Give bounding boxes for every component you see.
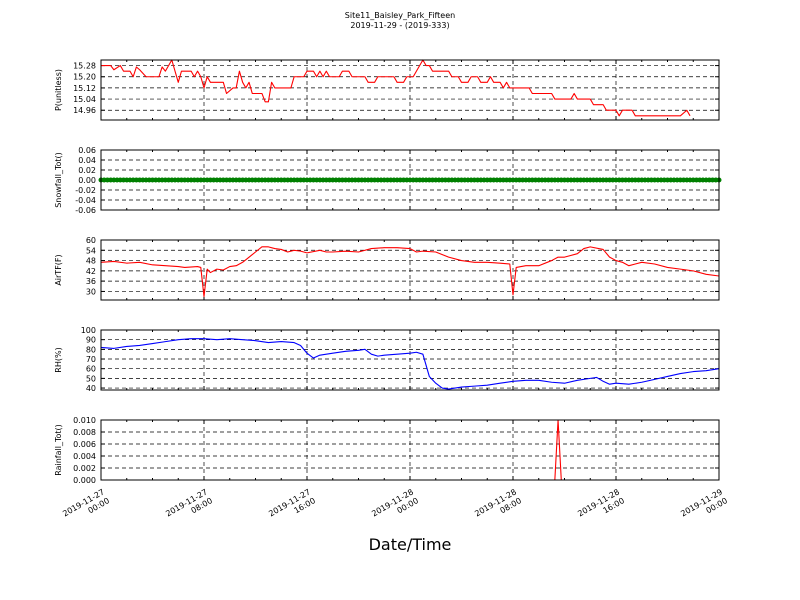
y-tick-label: 0.02 [78,166,96,175]
y-tick-label: 36 [86,277,96,286]
y-tick-label: 42 [86,267,96,276]
y-tick-label: 15.04 [73,95,96,104]
y-axis-label: Snowfall_Tot() [54,152,63,208]
panel-frame [100,419,720,481]
y-tick-label: 0.002 [73,464,96,473]
panel-frame [100,59,720,121]
y-tick-label: 15.12 [73,84,96,93]
panel-5: 0.000 0.002 0.004 0.006 0.008 0.010 Rainfall_T… [54,416,720,485]
series-line [101,59,691,117]
y-tick-label: -0.06 [75,206,96,215]
y-tick-label: 0.010 [73,416,96,425]
y-tick-label: 50 [86,374,96,383]
y-tick-label: 80 [86,345,96,354]
chart-title: Site11_Baisley_Park_Fifteen [345,11,455,20]
y-tick-label: 15.28 [73,62,96,71]
panel-2: -0.06-0.04-0.020.000.020.040.06 Snowfall_… [54,146,722,215]
y-axis-label: AirTF(F) [54,254,63,285]
y-tick-label: 60 [86,236,96,245]
x-axis-label: Date/Time [369,535,452,554]
y-tick-label: 30 [86,287,96,296]
y-tick-label: 100 [81,326,96,335]
y-axis-label: P(unitless) [54,69,63,111]
y-axis-label: RH(%) [54,347,63,372]
y-tick-label: 15.20 [73,73,96,82]
panel-frame [100,239,720,301]
panel-1: 14.96 15.04 15.12 15.20 15.28 P(unitless) [54,59,720,121]
y-tick-label: 48 [86,257,96,266]
y-tick-label: 90 [86,336,96,345]
chart-subtitle: 2019-11-29 - (2019-333) [350,21,449,30]
chart-panels: 14.96 15.04 15.12 15.20 15.28 P(unitless) -0.0… [54,59,722,485]
y-tick-label: 40 [86,384,96,393]
y-tick-label: 0.006 [73,440,96,449]
y-tick-label: 54 [86,246,96,255]
y-tick-label: 0.06 [78,146,96,155]
series-line [100,246,720,298]
y-tick-label: 0.04 [78,156,96,165]
y-tick-label: 0.008 [73,428,96,437]
y-tick-label: 0.004 [73,452,96,461]
series-line [100,338,720,390]
y-tick-label: 60 [86,365,96,374]
y-tick-label: -0.02 [75,186,96,195]
y-tick-label: 14.96 [73,106,96,115]
series-markers [98,177,722,183]
panel-frame [100,329,720,391]
y-tick-label: 0.00 [78,176,96,185]
panel-frame [100,149,720,211]
y-tick-label: 70 [86,355,96,364]
y-tick-label: 0.000 [73,476,96,485]
y-tick-label: -0.04 [75,196,96,205]
y-axis-label: Rainfall_Tot() [54,424,63,476]
